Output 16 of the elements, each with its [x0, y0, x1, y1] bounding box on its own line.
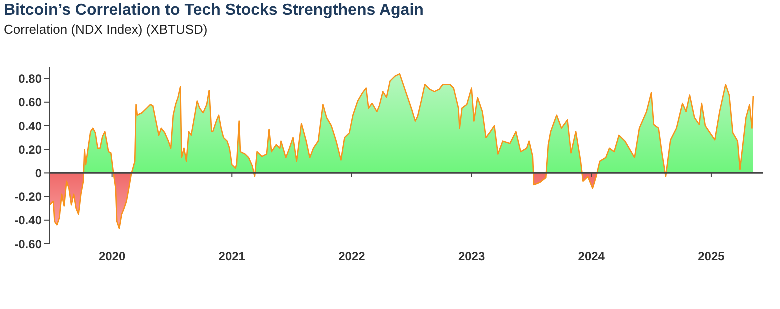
x-tick-label: 2023: [458, 250, 486, 264]
y-tick-label: 0.40: [18, 119, 42, 134]
x-tick-label: 2021: [218, 250, 246, 264]
y-tick-label: -0.60: [14, 237, 42, 252]
x-tick-label: 2022: [338, 250, 366, 264]
x-tick-label: 2024: [578, 250, 606, 264]
y-tick-label: -0.40: [14, 214, 42, 228]
y-tick-label: 0.80: [18, 72, 42, 86]
x-tick-label: 2025: [698, 250, 726, 264]
x-tick-label: 2020: [98, 250, 126, 264]
y-tick-label: 0: [35, 166, 42, 180]
y-tick-label: -0.20: [14, 190, 42, 204]
y-tick-label: 0.20: [18, 142, 42, 157]
chart-subtitle: Correlation (NDX Index) (XBTUSD): [4, 22, 208, 37]
y-tick-label: 0.60: [18, 96, 42, 110]
chart-title: Bitcoin’s Correlation to Tech Stocks Strengthens Again: [4, 2, 424, 20]
